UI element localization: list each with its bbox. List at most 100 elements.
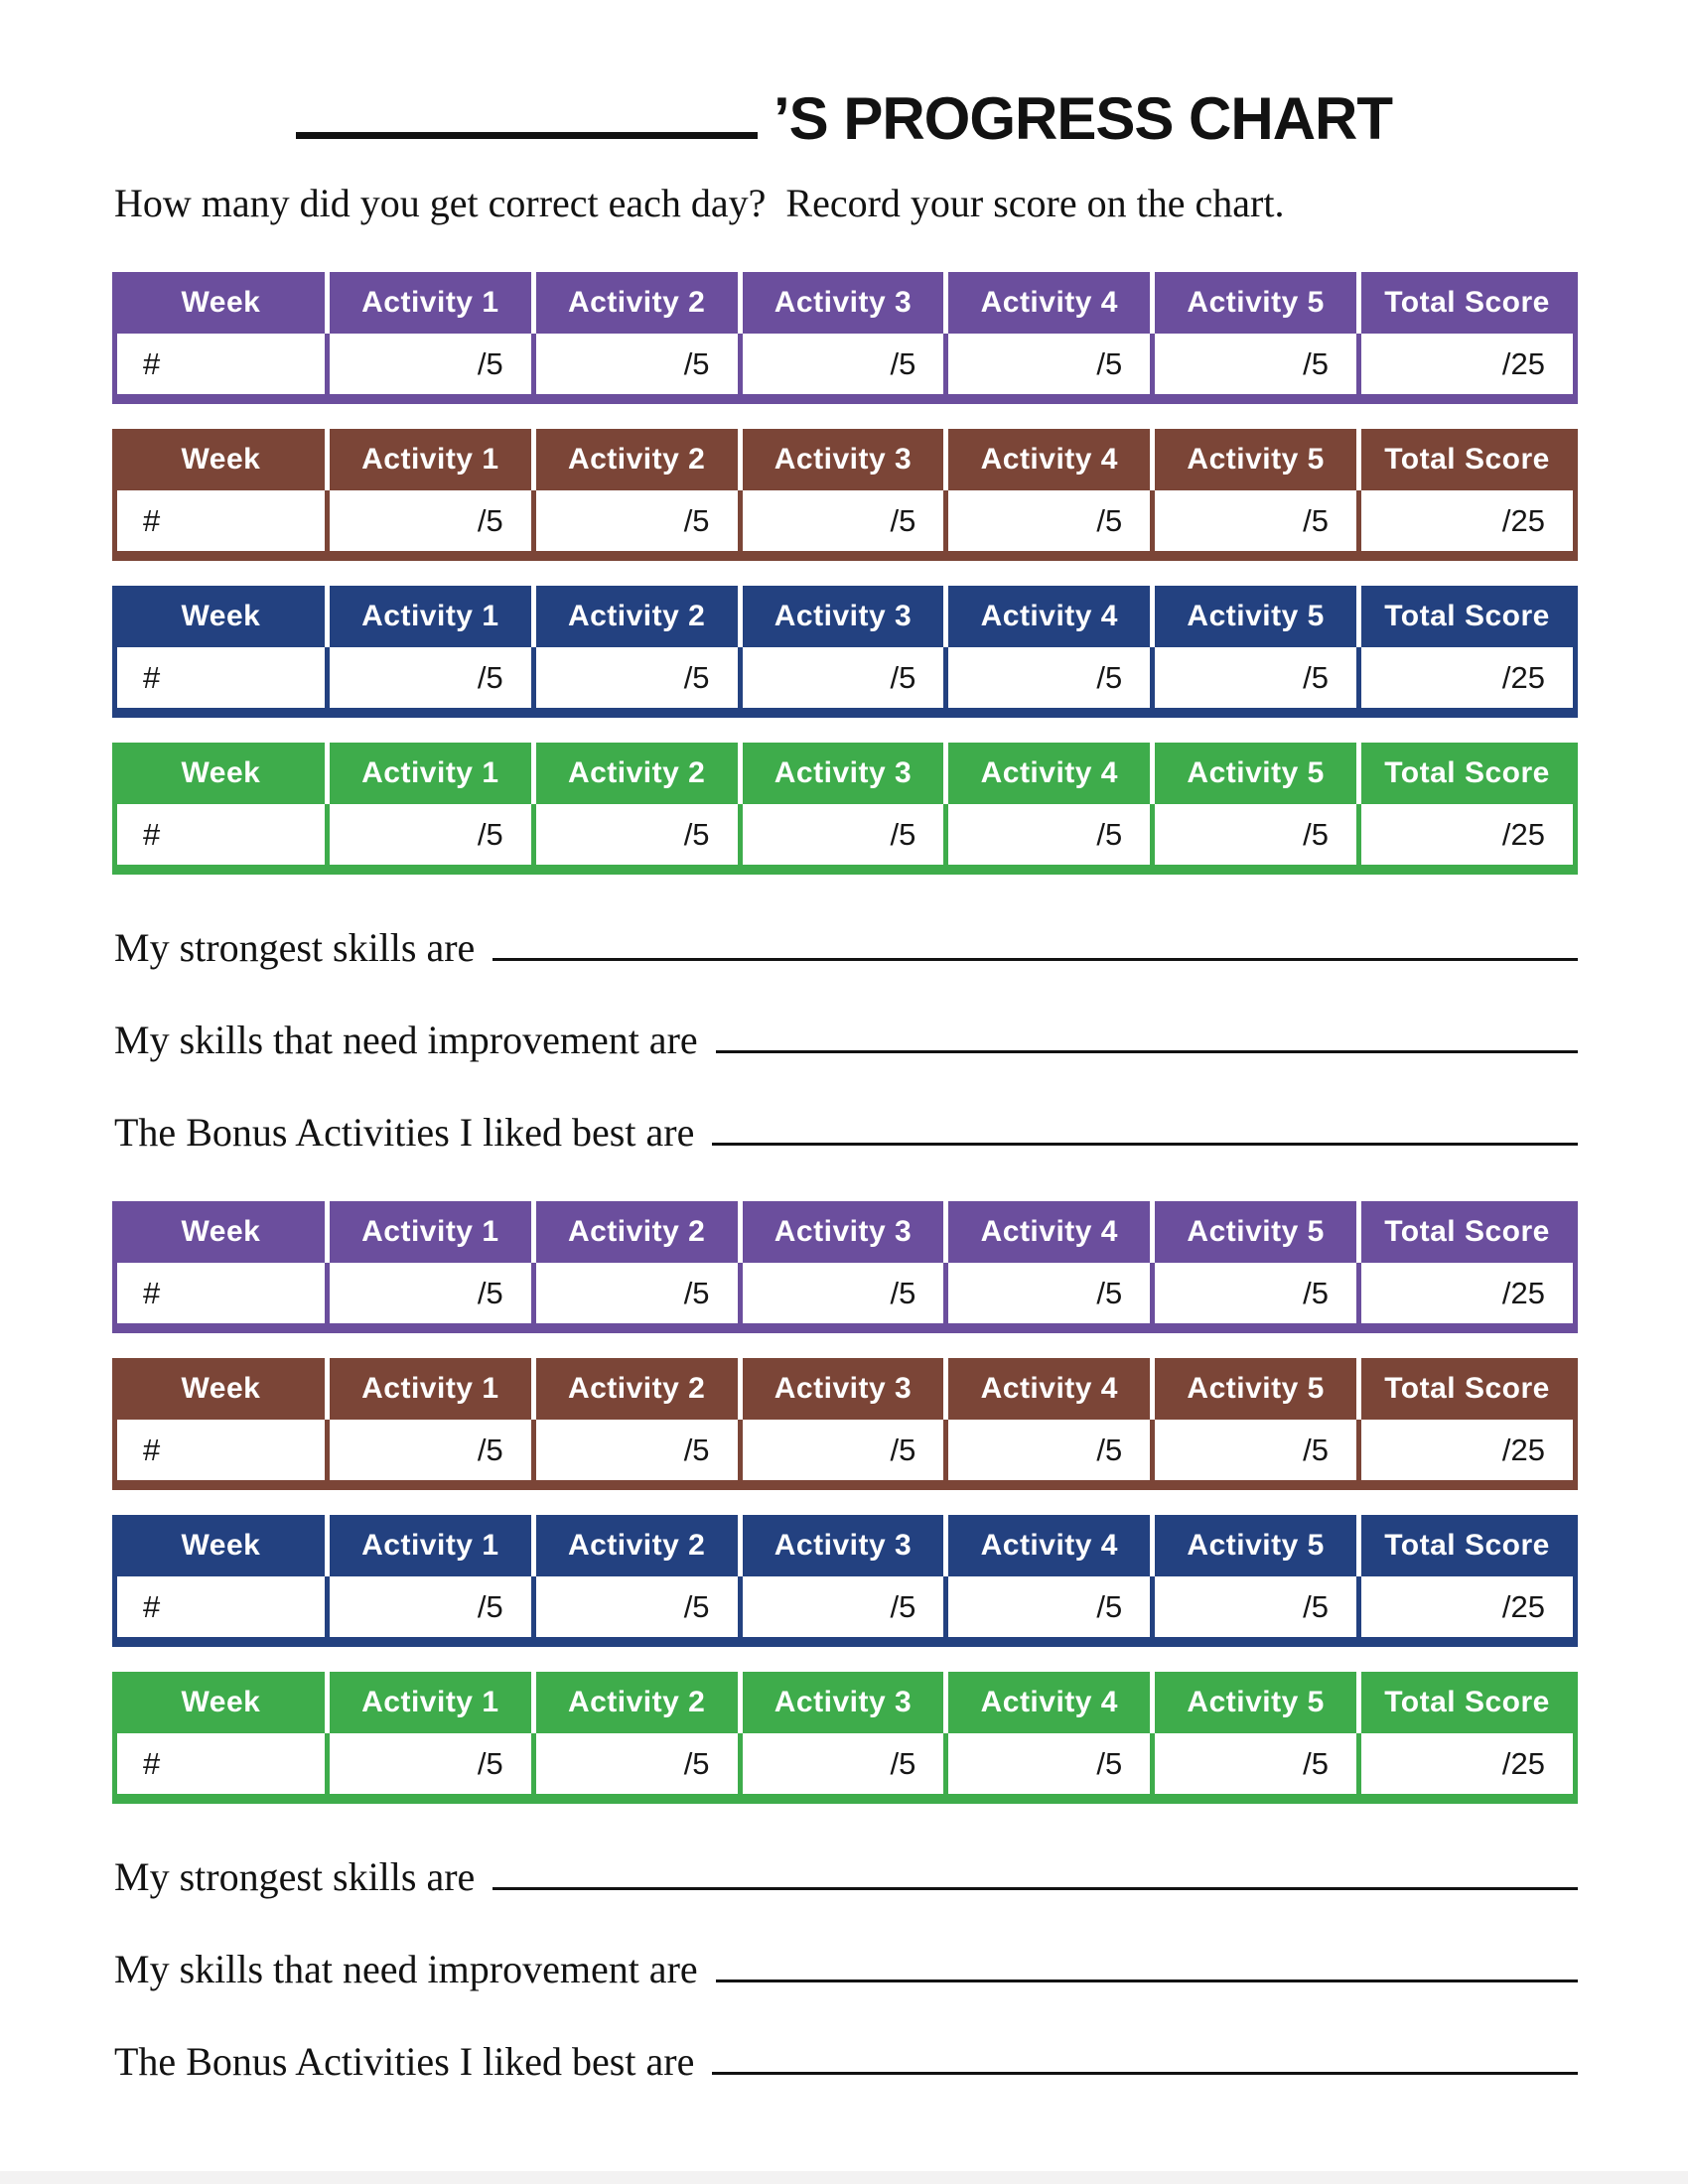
column-header: Activity 2 [535, 1358, 738, 1420]
score-cell: /5 [329, 1420, 531, 1480]
column-header: Activity 5 [1155, 1358, 1357, 1420]
column-header: Activity 3 [742, 1672, 944, 1733]
score-cell: /5 [742, 647, 944, 708]
score-cell: /5 [1155, 490, 1357, 551]
score-cell: /5 [535, 1420, 738, 1480]
score-cell: /5 [329, 1576, 531, 1637]
column-header: Week [117, 1672, 325, 1733]
progress-table-header: Week Activity 1 Activity 2 Activity 3 Activi… [117, 272, 1573, 334]
score-cell: /25 [1361, 1733, 1573, 1794]
prompt-label: My strongest skills are [114, 925, 476, 970]
column-header: Total Score [1361, 1672, 1573, 1733]
score-cell: /5 [1155, 1733, 1357, 1794]
score-cell: /5 [329, 334, 531, 394]
progress-table-header: Week Activity 1 Activity 2 Activity 3 Activi… [117, 1515, 1573, 1576]
column-header: Activity 3 [742, 1201, 944, 1263]
column-header: Activity 5 [1155, 272, 1357, 334]
week-number-cell: # [117, 1733, 325, 1794]
score-cell: /25 [1361, 1263, 1573, 1323]
progress-table-green: Week Activity 1 Activity 2 Activity 3 Activi… [112, 1672, 1578, 1804]
progress-table-header: Week Activity 1 Activity 2 Activity 3 Activi… [117, 1201, 1573, 1263]
progress-table-header: Week Activity 1 Activity 2 Activity 3 Activi… [117, 429, 1573, 490]
score-cell: /5 [1155, 804, 1357, 865]
progress-table-row: #/5/5/5/5/5/25 [117, 647, 1573, 708]
score-cell: /5 [535, 1263, 738, 1323]
score-cell: /5 [329, 1733, 531, 1794]
column-header: Activity 5 [1155, 429, 1357, 490]
score-cell: /5 [948, 1576, 1151, 1637]
fill-in-line [715, 1979, 1578, 1982]
score-cell: /5 [535, 490, 738, 551]
prompt-skills-improvement: My skills that need improvement are [114, 1946, 1578, 1992]
column-header: Activity 1 [329, 1672, 531, 1733]
column-header: Activity 2 [535, 272, 738, 334]
column-header: Total Score [1361, 1358, 1573, 1420]
column-header: Activity 4 [948, 272, 1151, 334]
column-header: Activity 4 [948, 1672, 1151, 1733]
worksheet-page: ’S PROGRESS CHART How many did you get c… [0, 87, 1688, 2184]
progress-table-purple: Week Activity 1 Activity 2 Activity 3 Activi… [112, 1201, 1578, 1333]
week-number-cell: # [117, 1420, 325, 1480]
column-header: Week [117, 743, 325, 804]
progress-table-row: #/5/5/5/5/5/25 [117, 334, 1573, 394]
progress-table-header: Week Activity 1 Activity 2 Activity 3 Activi… [117, 586, 1573, 647]
score-cell: /5 [742, 804, 944, 865]
week-number-cell: # [117, 1576, 325, 1637]
score-cell: /5 [948, 1263, 1151, 1323]
score-cell: /5 [1155, 1263, 1357, 1323]
column-header: Activity 4 [948, 1201, 1151, 1263]
column-header: Week [117, 272, 325, 334]
column-header: Activity 3 [742, 586, 944, 647]
score-cell: /5 [948, 804, 1151, 865]
page-footer: 4 SSR1145 ISBN: 9781771587310 © On The M… [0, 2171, 1688, 2184]
prompt-label: My skills that need improvement are [114, 1018, 698, 1062]
score-cell: /25 [1361, 1420, 1573, 1480]
instruction-text: How many did you get correct each day? R… [114, 181, 1285, 225]
score-cell: /5 [329, 647, 531, 708]
column-header: Activity 2 [535, 1672, 738, 1733]
prompt-label: The Bonus Activities I liked best are [114, 2039, 695, 2084]
progress-table-purple: Week Activity 1 Activity 2 Activity 3 Activi… [112, 272, 1578, 404]
score-cell: /5 [1155, 1576, 1357, 1637]
column-header: Activity 3 [742, 1515, 944, 1576]
column-header: Total Score [1361, 429, 1573, 490]
name-blank-line [295, 132, 758, 139]
column-header: Activity 2 [535, 1515, 738, 1576]
column-header: Activity 4 [948, 1515, 1151, 1576]
column-header: Activity 4 [948, 429, 1151, 490]
column-header: Activity 5 [1155, 1515, 1357, 1576]
score-cell: /25 [1361, 1576, 1573, 1637]
fill-in-line [712, 1143, 1578, 1146]
column-header: Activity 4 [948, 586, 1151, 647]
column-header: Activity 2 [535, 429, 738, 490]
score-cell: /25 [1361, 490, 1573, 551]
score-cell: /5 [742, 1733, 944, 1794]
prompt-bonus-activities: The Bonus Activities I liked best are [114, 2038, 1578, 2085]
column-header: Activity 3 [742, 272, 944, 334]
progress-table-brown: Week Activity 1 Activity 2 Activity 3 Activi… [112, 429, 1578, 561]
score-cell: /5 [742, 1263, 944, 1323]
score-cell: /5 [535, 647, 738, 708]
prompt-strongest-skills: My strongest skills are [114, 924, 1578, 971]
column-header: Activity 3 [742, 429, 944, 490]
score-cell: /5 [535, 1733, 738, 1794]
score-cell: /5 [329, 490, 531, 551]
fill-in-line [492, 1887, 1578, 1890]
column-header: Activity 2 [535, 586, 738, 647]
column-header: Activity 3 [742, 743, 944, 804]
column-header: Activity 1 [329, 272, 531, 334]
column-header: Week [117, 1201, 325, 1263]
column-header: Total Score [1361, 1515, 1573, 1576]
score-cell: /5 [742, 1420, 944, 1480]
column-header: Activity 3 [742, 1358, 944, 1420]
score-cell: /5 [948, 1733, 1151, 1794]
prompt-label: The Bonus Activities I liked best are [114, 1110, 695, 1155]
column-header: Activity 4 [948, 1358, 1151, 1420]
column-header: Activity 2 [535, 1201, 738, 1263]
column-header: Activity 5 [1155, 586, 1357, 647]
prompt-label: My strongest skills are [114, 1854, 476, 1899]
column-header: Total Score [1361, 272, 1573, 334]
score-cell: /5 [742, 490, 944, 551]
week-number-cell: # [117, 647, 325, 708]
score-cell: /5 [948, 490, 1151, 551]
